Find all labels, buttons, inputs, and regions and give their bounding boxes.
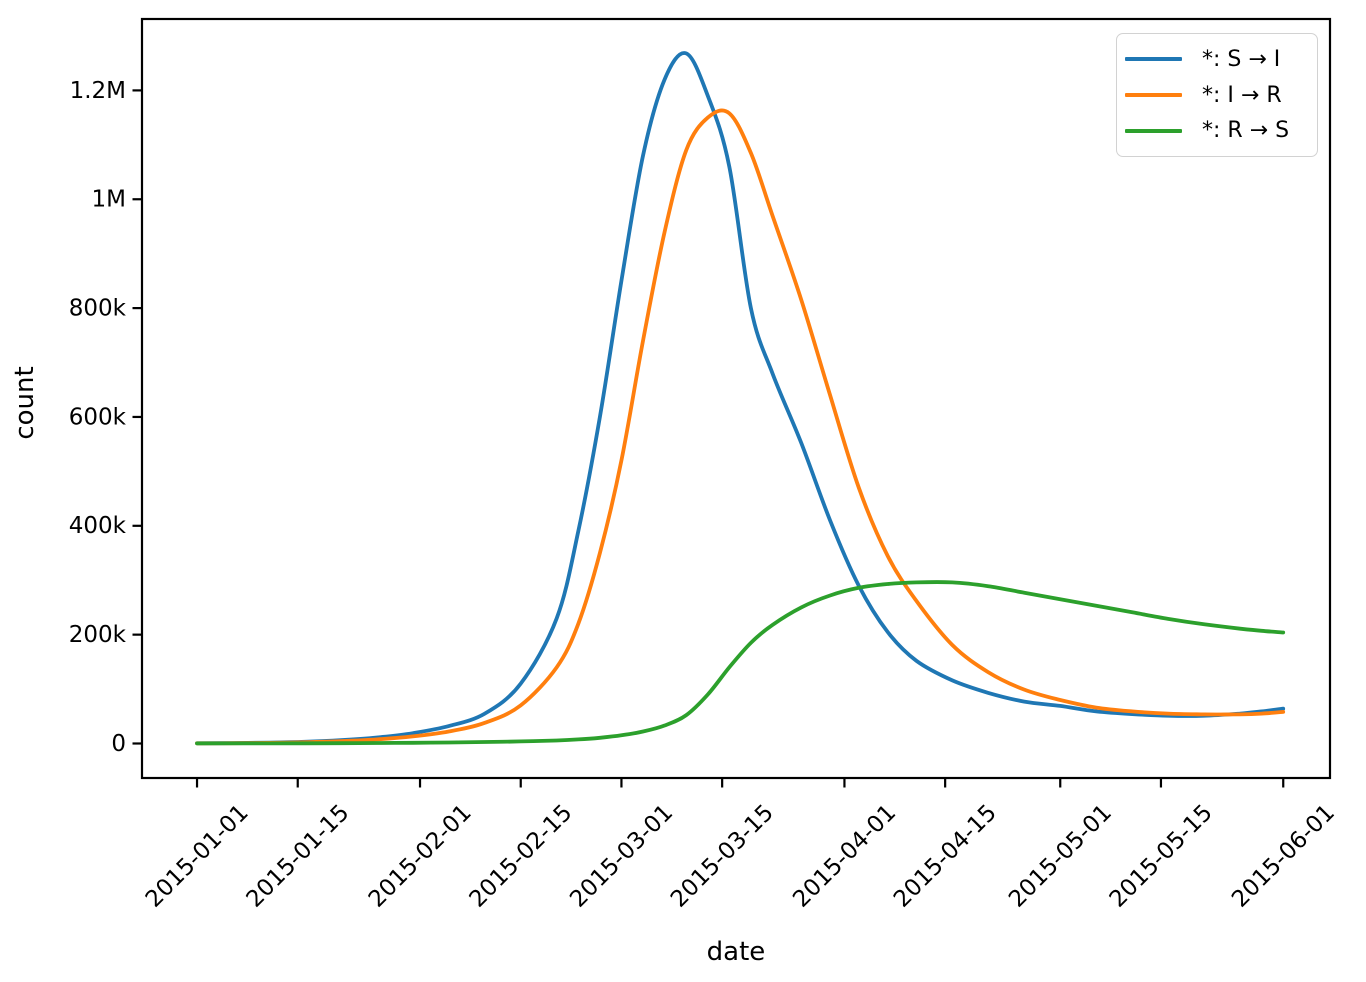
x-tick-label: 2015-02-15	[465, 800, 578, 913]
series-line-1	[195, 108, 1286, 746]
legend-label: *: R → S	[1202, 118, 1290, 144]
plot-border	[140, 17, 1332, 780]
series-line-0	[195, 51, 1286, 746]
x-tick-label: 2015-05-01	[1004, 800, 1117, 913]
x-tick-label: 2015-05-15	[1105, 800, 1218, 913]
x-tick-label: 2015-02-01	[364, 800, 477, 913]
x-tick-label: 2015-01-15	[242, 800, 355, 913]
legend-entry-i-to-r: *: I → R	[1117, 83, 1317, 108]
legend-label: *: I → R	[1202, 82, 1282, 108]
legend-line-swatch-green	[1125, 128, 1182, 133]
y-tick-label: 400k	[69, 513, 127, 539]
legend-entry-r-to-s: *: R → S	[1117, 118, 1317, 143]
y-tick-label: 600k	[69, 404, 127, 430]
y-tick-label: 800k	[69, 295, 127, 321]
x-axis-label: date	[707, 937, 766, 967]
legend: *: S → I *: I → R *: R → S	[1116, 33, 1318, 157]
x-tick-label: 2015-03-15	[666, 800, 779, 913]
legend-line-swatch-blue	[1125, 57, 1182, 62]
x-tick-label: 2015-01-01	[141, 800, 254, 913]
y-axis-label: count	[10, 366, 40, 439]
x-tick-label: 2015-04-15	[889, 800, 1002, 913]
series-line-2	[195, 580, 1286, 746]
x-tick-label: 2015-04-01	[788, 800, 901, 913]
legend-line-swatch-orange	[1125, 93, 1182, 97]
x-tick-label: 2015-06-01	[1227, 800, 1340, 913]
x-tick-label: 2015-03-01	[565, 800, 678, 913]
y-tick-label: 200k	[69, 622, 127, 648]
y-tick-label: 1.2M	[70, 78, 126, 104]
y-tick-label: 1M	[92, 187, 126, 213]
legend-entry-s-to-i: *: S → I	[1117, 47, 1317, 72]
legend-label: *: S → I	[1202, 46, 1281, 72]
y-tick-label: 0	[111, 731, 126, 757]
